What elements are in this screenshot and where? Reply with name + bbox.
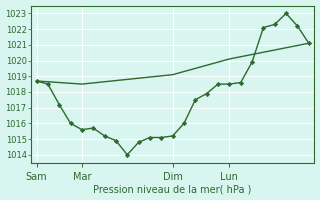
X-axis label: Pression niveau de la mer( hPa ): Pression niveau de la mer( hPa ) (93, 184, 252, 194)
